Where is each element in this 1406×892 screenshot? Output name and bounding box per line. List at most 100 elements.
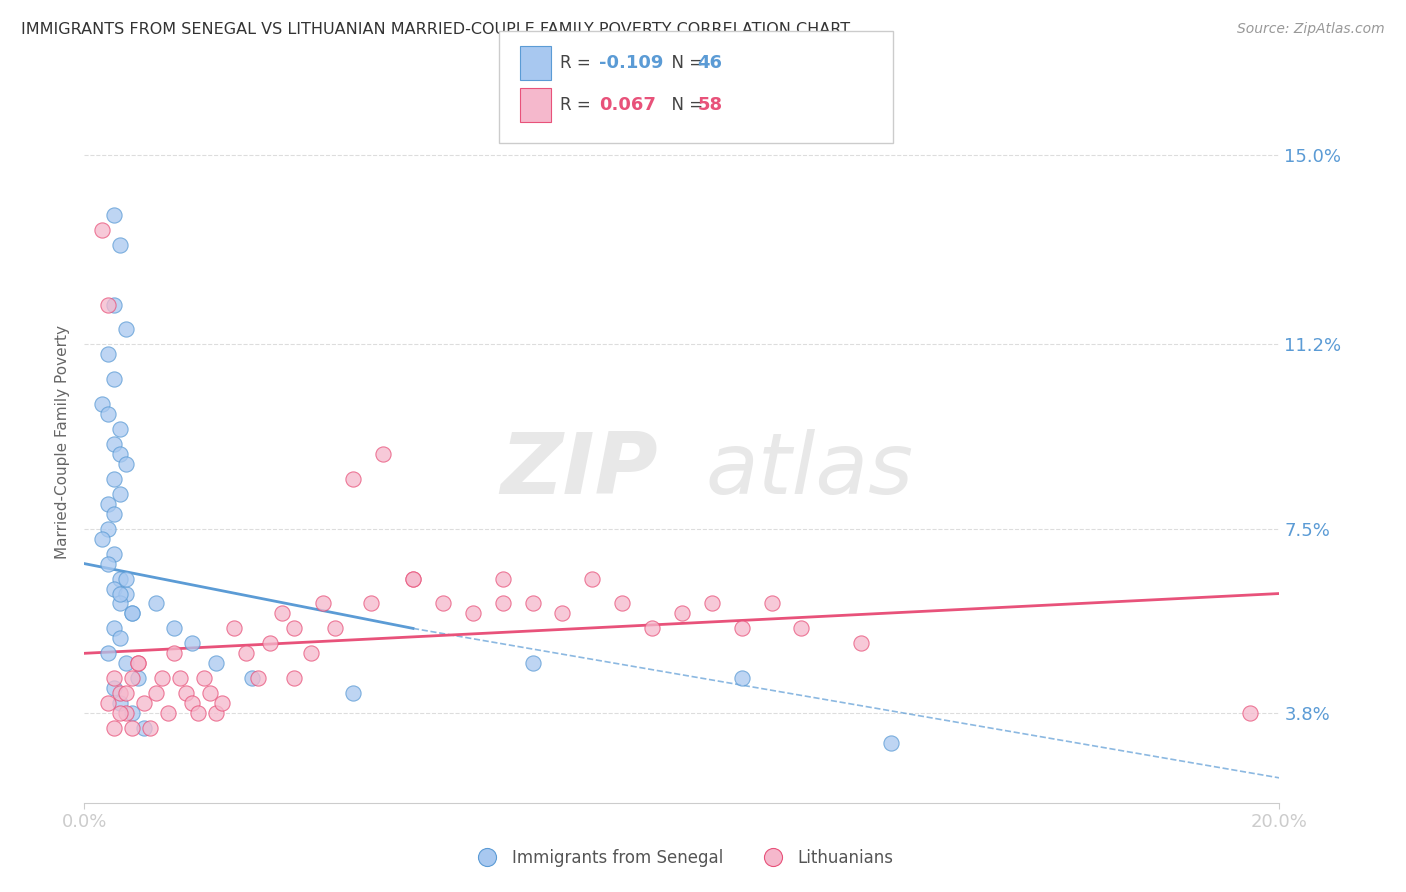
Point [150, 671, 173, 685]
Point [235, 646, 257, 660]
Point [103, 507, 125, 521]
Point [581, 572, 603, 586]
Point [110, 686, 132, 700]
Point [240, 671, 263, 685]
Point [492, 572, 515, 586]
Point [127, 657, 149, 671]
Point [198, 686, 221, 700]
Point [103, 372, 125, 386]
Point [342, 686, 364, 700]
Point [121, 706, 143, 720]
Point [312, 597, 335, 611]
Point [91, 532, 114, 546]
Point [91, 223, 114, 237]
Point [461, 607, 484, 621]
Text: ZIP: ZIP [501, 429, 658, 512]
Point [163, 621, 186, 635]
Point [103, 208, 125, 222]
Point [193, 671, 215, 685]
Point [342, 472, 364, 486]
Point [127, 657, 149, 671]
Point [187, 706, 209, 720]
Point [641, 621, 664, 635]
Point [145, 597, 167, 611]
Point [373, 447, 395, 461]
Text: 58: 58 [697, 96, 723, 114]
Point [110, 237, 132, 252]
Point [110, 487, 132, 501]
Point [115, 657, 138, 671]
Point [139, 721, 162, 735]
Point [132, 696, 156, 710]
Point [731, 621, 754, 635]
Point [402, 572, 425, 586]
Point [181, 696, 204, 710]
Point [110, 447, 132, 461]
Point [91, 397, 114, 411]
Point [110, 422, 132, 436]
Point [110, 586, 132, 600]
Text: R =: R = [560, 96, 596, 114]
Point [115, 457, 138, 471]
Point [103, 721, 125, 735]
Point [97, 696, 120, 710]
Point [97, 557, 120, 571]
Y-axis label: Married-Couple Family Poverty: Married-Couple Family Poverty [55, 325, 70, 558]
Point [110, 696, 132, 710]
Point [121, 671, 143, 685]
Point [103, 472, 125, 486]
Point [103, 547, 125, 561]
Point [551, 607, 574, 621]
Point [145, 686, 167, 700]
Point [432, 597, 454, 611]
Point [121, 607, 143, 621]
Point [103, 582, 125, 596]
Point [110, 706, 132, 720]
Text: Source: ZipAtlas.com: Source: ZipAtlas.com [1237, 22, 1385, 37]
Point [157, 706, 180, 720]
Point [360, 597, 382, 611]
Text: N =: N = [661, 96, 709, 114]
Text: atlas: atlas [706, 429, 914, 512]
Point [103, 671, 125, 685]
Point [121, 721, 143, 735]
Point [851, 636, 873, 650]
Point [325, 621, 347, 635]
Point [761, 597, 783, 611]
Point [222, 621, 245, 635]
Point [522, 657, 544, 671]
Point [880, 736, 903, 750]
Legend: Immigrants from Senegal, Lithuanians: Immigrants from Senegal, Lithuanians [464, 843, 900, 874]
Point [169, 671, 191, 685]
Point [301, 646, 323, 660]
Point [97, 347, 120, 361]
Point [163, 646, 186, 660]
Point [522, 597, 544, 611]
Point [270, 607, 292, 621]
Point [97, 407, 120, 421]
Text: N =: N = [661, 54, 709, 72]
Point [283, 621, 305, 635]
Text: -0.109: -0.109 [599, 54, 664, 72]
Point [110, 632, 132, 646]
Point [115, 586, 138, 600]
Point [115, 706, 138, 720]
Point [205, 706, 228, 720]
Point [259, 636, 281, 650]
Point [790, 621, 813, 635]
Point [700, 597, 723, 611]
Point [97, 646, 120, 660]
Point [731, 671, 754, 685]
Point [103, 621, 125, 635]
Point [97, 297, 120, 311]
Point [110, 597, 132, 611]
Point [283, 671, 305, 685]
Point [211, 696, 233, 710]
Point [110, 572, 132, 586]
Point [103, 681, 125, 696]
Point [127, 671, 149, 685]
Point [246, 671, 269, 685]
Point [103, 297, 125, 311]
Point [97, 497, 120, 511]
Text: R =: R = [560, 54, 596, 72]
